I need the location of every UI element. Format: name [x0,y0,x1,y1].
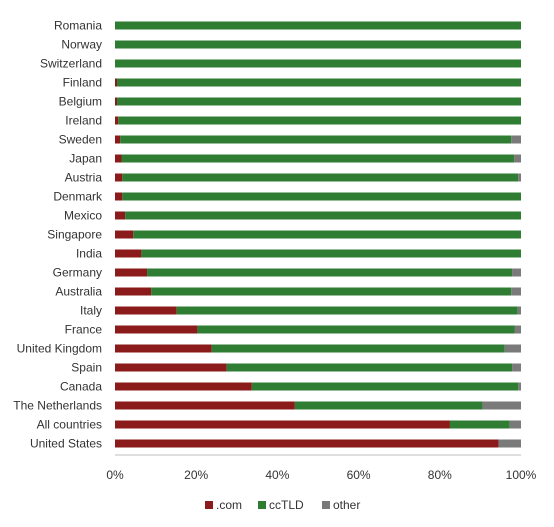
bar-segment-com [115,116,119,125]
bar-segment-cctld [122,192,522,201]
category-label: Mexico [64,209,102,223]
bar-segment-other [512,363,521,372]
category-label: Singapore [47,228,102,242]
x-tick-label: 20% [184,468,208,482]
bar-segment-other [512,268,521,277]
category-label: United States [30,437,102,451]
bar-segment-cctld [151,287,512,296]
category-label: Norway [61,38,102,52]
category-label: Switzerland [40,57,102,71]
bar-segment-com [115,192,123,201]
x-tick-label: 80% [428,468,452,482]
bar-segment-cctld [176,306,518,315]
bar-segment-other [511,287,521,296]
bar-segment-other [514,325,521,334]
bar-segment-com [115,249,142,258]
bar-segment-cctld [115,59,521,68]
bar-segment-cctld [449,420,510,429]
bar-segment-cctld [251,382,519,391]
category-label: Denmark [53,190,103,204]
bar-segment-other [482,401,521,410]
category-label: United Kingdom [17,342,102,356]
bar-segment-com [115,211,126,220]
x-tick-label: 100% [506,468,537,482]
bar-segment-cctld [115,21,521,30]
bar-segment-com [115,439,499,448]
bar-segment-cctld [133,230,521,239]
category-label: Spain [71,361,102,375]
category-label: Japan [69,152,102,166]
bar-segment-other [511,135,521,144]
bars-layer [115,21,522,448]
category-label: Ireland [65,114,102,128]
bar-segment-com [115,78,118,87]
bar-segment-com [115,420,450,429]
bar-segment-cctld [117,78,521,87]
bar-segment-cctld [120,135,512,144]
legend-label: .com [216,498,242,512]
legend-swatch [205,501,213,509]
bar-segment-com [115,382,252,391]
bar-segment-other [514,154,521,163]
bar-segment-com [115,230,134,239]
bar-segment-other [504,344,521,353]
bar-segment-com [115,287,152,296]
bar-segment-cctld [122,173,519,182]
bar-segment-com [115,344,212,353]
category-label: Italy [80,304,102,318]
legend-swatch [258,501,266,509]
bar-segment-cctld [211,344,505,353]
bar-segment-cctld [294,401,483,410]
category-label: Belgium [59,95,102,109]
bar-segment-com [115,268,148,277]
category-label: France [65,323,103,337]
bar-segment-com [115,363,227,372]
x-tick-label: 60% [347,468,371,482]
bar-segment-cctld [115,40,521,49]
category-label: Germany [53,266,102,280]
bar-segment-other [518,382,521,391]
bar-segment-other [517,306,521,315]
category-label: Finland [63,76,102,90]
bar-segment-com [115,306,177,315]
bar-segment-com [115,325,198,334]
x-axis-ticks: 0% 20% 40% 60% 80% 100% [106,468,536,482]
category-label: Canada [60,380,102,394]
bar-segment-com [115,173,123,182]
x-tick-label: 40% [265,468,289,482]
category-label: All countries [37,418,102,432]
category-labels: Romania Norway Switzerland Finland Belgium Ir… [13,19,103,451]
bar-segment-cctld [117,97,521,106]
legend-label: other [333,498,360,512]
category-label: Austria [65,171,103,185]
category-label: The Netherlands [13,399,102,413]
bar-segment-cctld [141,249,521,258]
bar-segment-cctld [121,154,515,163]
category-label: India [76,247,102,261]
category-label: Romania [54,19,102,33]
legend-swatch [322,501,330,509]
bar-segment-cctld [226,363,513,372]
bar-segment-com [115,97,118,106]
bar-segment-com [115,154,122,163]
bar-segment-other [518,173,521,182]
bar-segment-cctld [147,268,513,277]
bar-segment-com [115,401,295,410]
x-tick-label: 0% [106,468,124,482]
bar-segment-cctld [118,116,522,125]
bar-segment-cctld [125,211,522,220]
legend: .com ccTLD other [205,498,360,512]
legend-label: ccTLD [269,498,304,512]
bar-segment-cctld [197,325,515,334]
category-label: Australia [55,285,102,299]
bar-segment-other [498,439,521,448]
category-label: Sweden [59,133,102,147]
bar-segment-other [509,420,521,429]
bar-segment-com [115,135,121,144]
